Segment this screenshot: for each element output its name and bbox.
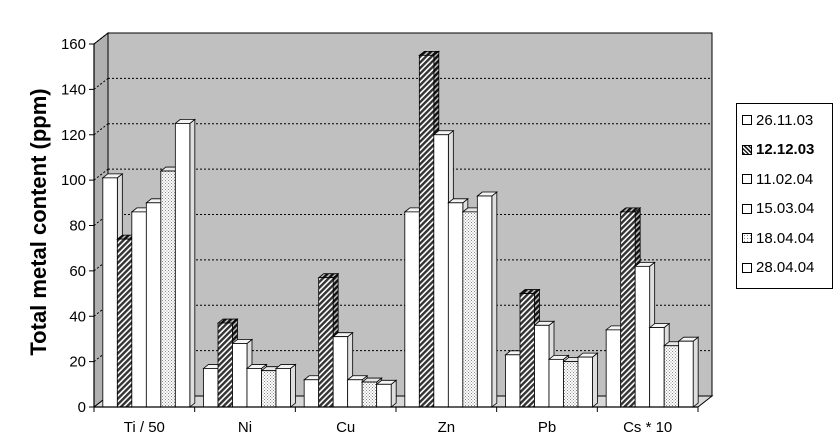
- y-axis-label: Total metal content (ppm): [26, 88, 51, 355]
- y-tick-label: 100: [61, 172, 86, 189]
- legend-label: 18.04.04: [756, 229, 815, 247]
- gridline-side: [93, 77, 109, 90]
- x-tick-label: Ti / 50: [124, 419, 165, 436]
- bar: [274, 363, 297, 408]
- bar: [677, 336, 700, 408]
- y-tick-label: 80: [69, 218, 86, 235]
- legend-swatch: [742, 203, 752, 214]
- gridline-side: [93, 123, 109, 136]
- x-tick-label: Zn: [438, 419, 456, 436]
- gridline-side: [93, 214, 109, 226]
- bar: [518, 288, 541, 408]
- gridline-side: [93, 168, 109, 181]
- gridline-side: [93, 32, 109, 45]
- legend-swatch: [742, 144, 752, 155]
- x-tick-label: Cu: [336, 419, 355, 436]
- legend-swatch: [742, 233, 752, 243]
- legend-swatch: [742, 115, 752, 125]
- y-tick-label: 0: [78, 399, 86, 416]
- legend-item: 18.04.04: [742, 228, 814, 248]
- legend-label: 12.12.03: [756, 141, 815, 158]
- y-tick-label: 60: [69, 263, 86, 280]
- bar: [375, 379, 398, 408]
- bar: [576, 352, 599, 408]
- bar: [174, 118, 196, 408]
- legend-label: 26.11.03: [756, 111, 814, 129]
- y-tick-label: 140: [61, 81, 86, 98]
- x-tick-label: Ni: [238, 419, 252, 436]
- bar: [476, 191, 498, 408]
- gridline-side: [93, 259, 109, 272]
- y-tick-label: 120: [61, 127, 86, 144]
- y-tick-label: 160: [61, 36, 86, 53]
- gridline-side: [93, 304, 109, 317]
- y-tick-label: 20: [69, 354, 86, 371]
- legend-label: 15.03.04: [756, 200, 815, 217]
- x-tick-label: Pb: [538, 419, 556, 436]
- legend: 26.11.03 12.12.03 11.02.04 15.03.04 18.04.04…: [736, 103, 833, 289]
- legend-swatch: [742, 174, 752, 184]
- legend-swatch: [742, 262, 752, 273]
- x-tick-label: Cs * 10: [623, 419, 672, 436]
- gridline-side: [93, 350, 109, 363]
- legend-item: 12.12.03: [742, 140, 814, 160]
- legend-label: 28.04.04: [756, 259, 815, 276]
- legend-item: 15.03.04: [742, 199, 814, 219]
- y-tick-label: 40: [69, 308, 86, 325]
- legend-item: 26.11.03: [742, 110, 813, 130]
- legend-label: 11.02.04: [756, 170, 814, 188]
- legend-item: 28.04.04: [742, 258, 814, 278]
- legend-item: 11.02.04: [742, 169, 813, 189]
